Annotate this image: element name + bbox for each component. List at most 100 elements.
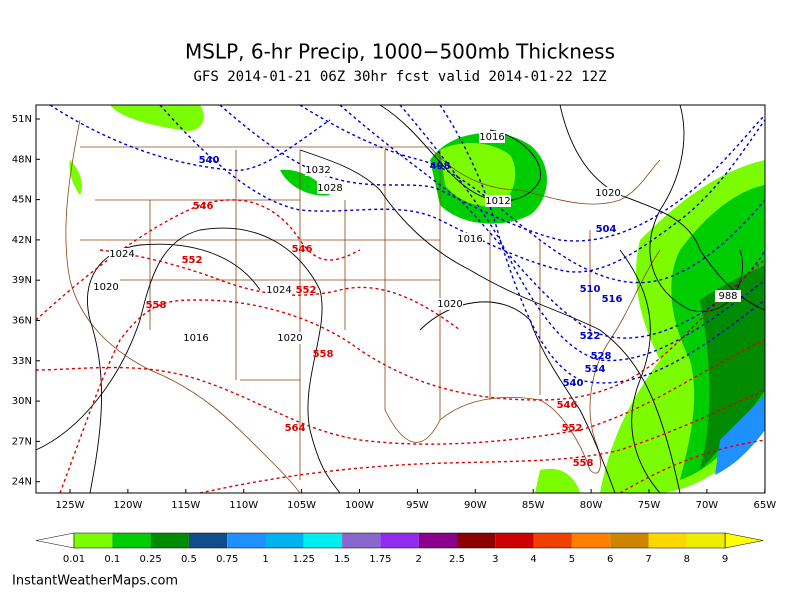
map-line	[36, 199, 361, 321]
label-bg	[109, 248, 135, 260]
lat-label: 45N	[12, 195, 32, 206]
colorbar-swatch	[380, 533, 419, 548]
lat-label: 33N	[12, 356, 32, 367]
colorbar-label: 2.5	[449, 554, 465, 565]
thickness-label: 558	[573, 458, 594, 469]
map-line	[87, 243, 261, 493]
map-layers	[36, 105, 765, 493]
thickness-label: 552	[296, 285, 317, 296]
lon-label: 115W	[171, 500, 200, 511]
colorbar: 0.01 0.1 0.25 0.5 0.75 1 1.25 1.5 1.75 2 2.5 3 4 5 6 7 8…	[35, 532, 764, 565]
lat-label: 27N	[12, 436, 32, 447]
lon-label: 70W	[696, 500, 719, 511]
subtitle: GFS 2014-01-21 06Z 30hr fcst valid 2014-…	[193, 69, 606, 85]
map-line	[419, 301, 616, 493]
colorbar-swatch	[150, 533, 189, 548]
map-line	[59, 259, 765, 493]
map-line	[110, 105, 204, 131]
lat-label: 42N	[12, 235, 32, 246]
label-bg	[317, 182, 343, 194]
lat-label: 24N	[12, 477, 32, 488]
lon-label: 65W	[753, 500, 776, 511]
pressure-label: 1020	[595, 188, 620, 199]
pressure-label: 1024	[109, 249, 134, 260]
lat-label: 36N	[12, 316, 32, 327]
colorbar-swatch	[188, 533, 228, 548]
map-line	[439, 105, 765, 384]
lon-label: 100W	[345, 500, 374, 511]
label-bg	[93, 281, 119, 293]
thickness-label: 540	[199, 155, 220, 166]
map-line	[36, 339, 765, 445]
lat-label: 48N	[12, 154, 32, 165]
colorbar-label: 1.75	[369, 554, 391, 565]
pressure-label: 1016	[183, 333, 208, 344]
pressure-label: 1012	[485, 196, 510, 207]
colorbar-swatch	[418, 533, 457, 548]
colorbar-label: 9	[722, 554, 728, 565]
map-line	[80, 146, 591, 480]
label-bg	[715, 290, 741, 302]
map-line	[159, 105, 765, 273]
colorbar-end	[724, 532, 764, 549]
colorbar-label: 1	[262, 554, 268, 565]
map-line	[299, 105, 765, 284]
map-line	[199, 389, 765, 493]
lon-label: 110W	[229, 500, 258, 511]
colorbar-frame	[73, 532, 726, 549]
colorbar-swatch	[571, 533, 611, 548]
colorbar-swatch	[303, 533, 343, 548]
pressure-label: 988	[718, 291, 737, 302]
thickness-label: 546	[193, 201, 214, 212]
thickness-label: 510	[580, 284, 601, 295]
label-bg	[277, 332, 303, 344]
map-line	[384, 249, 661, 474]
pressure-label: 1028	[317, 183, 342, 194]
thickness-label: 546	[557, 400, 578, 411]
colorbar-swatch	[74, 533, 113, 548]
thickness-label: 504	[596, 224, 617, 235]
label-bg	[266, 284, 292, 296]
label-bg	[485, 195, 511, 207]
colorbar-swatch	[495, 533, 534, 548]
colorbar-label: 0.1	[104, 554, 120, 565]
map-line	[99, 249, 461, 331]
map-line	[399, 105, 765, 362]
map-line	[36, 227, 341, 493]
thickness-label: 558	[146, 300, 167, 311]
colorbar-end	[35, 532, 75, 549]
lon-label: 80W	[580, 500, 603, 511]
map-line	[715, 395, 765, 475]
map-line	[65, 119, 301, 493]
map-line	[535, 468, 580, 493]
colorbar-label: 0.75	[216, 554, 238, 565]
map-frame	[35, 104, 766, 494]
lon-label: 90W	[464, 500, 487, 511]
thickness-label: 540	[563, 378, 584, 389]
footer: InstantWeatherMaps.com	[12, 574, 178, 589]
thickness-label: 516	[602, 294, 623, 305]
colorbar-label: 0.5	[181, 554, 197, 565]
pressure-label: 1020	[277, 333, 302, 344]
thickness-label: 534	[585, 364, 606, 375]
map-line	[619, 439, 765, 493]
map-line	[299, 149, 681, 493]
map-line	[619, 249, 661, 493]
colorbar-swatch	[533, 533, 572, 548]
thickness-label: 552	[562, 423, 583, 434]
label-bg	[595, 187, 621, 199]
lon-label: 105W	[287, 500, 316, 511]
colorbar-swatch	[686, 533, 726, 548]
lat-label: 51N	[12, 114, 32, 125]
lon-label: 85W	[522, 500, 545, 511]
colorbar-label: 8	[684, 554, 690, 565]
colorbar-label: 4	[530, 554, 536, 565]
colorbar-label: 7	[645, 554, 651, 565]
colorbar-swatch	[342, 533, 381, 548]
colorbar-label: 0.01	[63, 554, 85, 565]
thickness-label: 528	[591, 351, 612, 362]
lat-label: 39N	[12, 275, 32, 286]
colorbar-swatch	[457, 533, 496, 548]
